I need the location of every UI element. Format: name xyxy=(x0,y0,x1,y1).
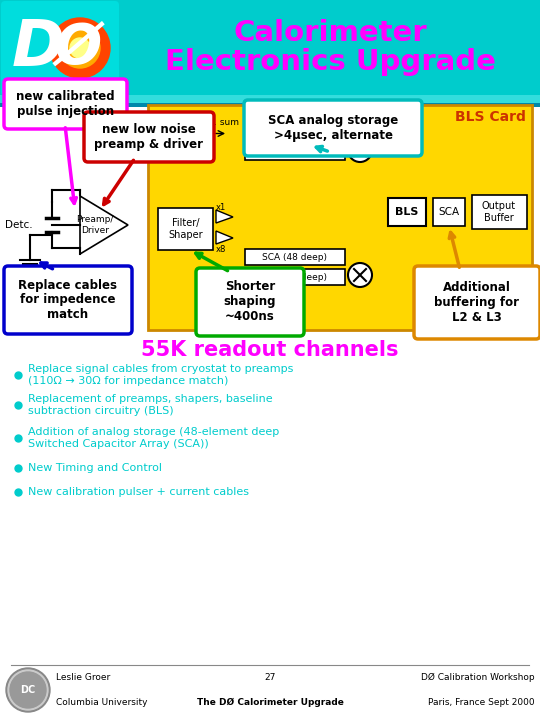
Text: x1: x1 xyxy=(216,202,226,212)
FancyBboxPatch shape xyxy=(244,100,422,156)
Text: Addition of analog storage (48-element deep
Switched Capacitor Array (SCA)): Addition of analog storage (48-element d… xyxy=(28,426,279,449)
FancyBboxPatch shape xyxy=(4,79,127,129)
FancyBboxPatch shape xyxy=(414,266,540,339)
Text: Electronics Upgrade: Electronics Upgrade xyxy=(165,48,495,76)
Text: 55K readout channels: 55K readout channels xyxy=(141,340,399,360)
FancyBboxPatch shape xyxy=(158,208,213,250)
Text: Output
Buffer: Output Buffer xyxy=(482,201,516,222)
Text: D: D xyxy=(11,17,64,79)
Text: SCA (48 deep): SCA (48 deep) xyxy=(262,148,327,156)
Circle shape xyxy=(348,138,372,162)
Text: Preamp/
Driver: Preamp/ Driver xyxy=(76,215,114,235)
Text: Ø: Ø xyxy=(55,21,102,75)
Text: Bank 0: Bank 0 xyxy=(270,118,301,127)
Text: new calibrated
pulse injection: new calibrated pulse injection xyxy=(16,90,115,118)
FancyBboxPatch shape xyxy=(1,1,119,96)
Text: DC: DC xyxy=(21,685,36,695)
FancyBboxPatch shape xyxy=(388,198,426,226)
Polygon shape xyxy=(216,210,233,223)
Text: Columbia University: Columbia University xyxy=(56,698,147,707)
Text: SCA (48 deep): SCA (48 deep) xyxy=(262,253,327,261)
Text: New Timing and Control: New Timing and Control xyxy=(28,463,162,473)
Text: Filter/
Shaper: Filter/ Shaper xyxy=(168,218,203,240)
FancyBboxPatch shape xyxy=(196,268,304,336)
Text: BLS: BLS xyxy=(395,207,418,217)
Text: Paris, France Sept 2000: Paris, France Sept 2000 xyxy=(428,698,535,707)
Text: SCA (48 deep): SCA (48 deep) xyxy=(262,127,327,137)
FancyBboxPatch shape xyxy=(0,95,540,103)
Circle shape xyxy=(6,668,50,712)
Polygon shape xyxy=(80,196,128,254)
Text: Replace signal cables from cryostat to preamps
(110Ω → 30Ω for impedance match): Replace signal cables from cryostat to p… xyxy=(28,364,293,387)
Text: new low noise
preamp & driver: new low noise preamp & driver xyxy=(94,123,204,151)
Polygon shape xyxy=(193,127,213,140)
FancyBboxPatch shape xyxy=(0,103,540,107)
Text: SCA analog storage
>4μsec, alternate: SCA analog storage >4μsec, alternate xyxy=(268,114,398,142)
Text: Replacement of preamps, shapers, baseline
subtraction circuitry (BLS): Replacement of preamps, shapers, baselin… xyxy=(28,394,273,416)
Text: DØ Calibration Workshop: DØ Calibration Workshop xyxy=(421,673,535,682)
Text: Trig. sum: Trig. sum xyxy=(198,118,239,127)
Circle shape xyxy=(10,672,46,708)
Text: Bank 1: Bank 1 xyxy=(270,291,301,300)
Text: SCA (48 deep): SCA (48 deep) xyxy=(262,272,327,282)
FancyBboxPatch shape xyxy=(245,124,345,140)
Circle shape xyxy=(60,28,100,68)
FancyBboxPatch shape xyxy=(472,195,527,229)
Text: 27: 27 xyxy=(264,673,276,682)
Circle shape xyxy=(8,670,48,710)
FancyBboxPatch shape xyxy=(245,269,345,285)
Text: BLS Card: BLS Card xyxy=(455,110,526,124)
Text: SCA: SCA xyxy=(438,207,460,217)
FancyBboxPatch shape xyxy=(245,144,345,160)
Text: Leslie Groer: Leslie Groer xyxy=(56,673,110,682)
Text: Detc.: Detc. xyxy=(5,220,32,230)
Text: Calorimeter: Calorimeter xyxy=(233,19,427,47)
Text: The DØ Calorimeter Upgrade: The DØ Calorimeter Upgrade xyxy=(197,698,343,707)
Circle shape xyxy=(348,263,372,287)
Polygon shape xyxy=(216,231,233,244)
Text: Additional
buffering for
L2 & L3: Additional buffering for L2 & L3 xyxy=(435,281,519,324)
FancyBboxPatch shape xyxy=(0,0,540,95)
Circle shape xyxy=(70,38,90,58)
FancyBboxPatch shape xyxy=(84,112,214,162)
FancyBboxPatch shape xyxy=(433,198,465,226)
Text: New calibration pulser + current cables: New calibration pulser + current cables xyxy=(28,487,249,497)
Text: Replace cables
for impedence
match: Replace cables for impedence match xyxy=(18,279,118,322)
FancyBboxPatch shape xyxy=(245,249,345,265)
Text: Shorter
shaping
~400ns: Shorter shaping ~400ns xyxy=(224,281,276,323)
FancyBboxPatch shape xyxy=(4,266,132,334)
Text: x8: x8 xyxy=(216,245,226,253)
FancyBboxPatch shape xyxy=(148,105,532,330)
Circle shape xyxy=(50,18,110,78)
FancyBboxPatch shape xyxy=(0,0,540,100)
